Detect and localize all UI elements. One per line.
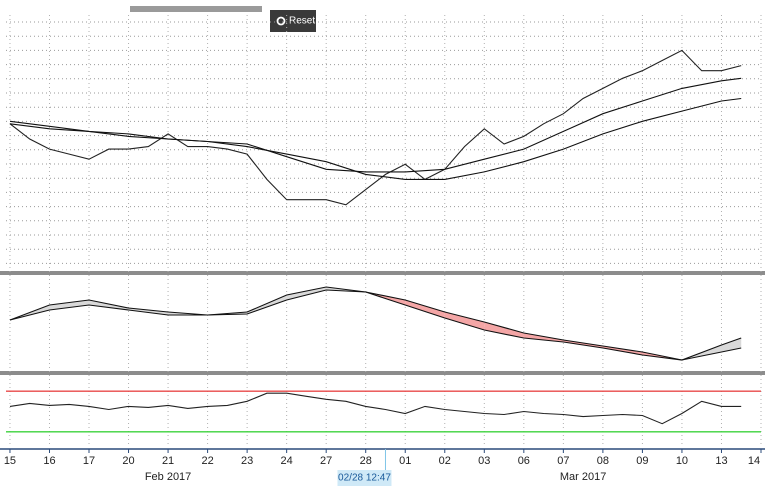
x-tick-label: 16 [43,455,55,467]
macd-fill [444,312,485,330]
x-tick-label: 09 [636,455,648,467]
x-tick-label: 08 [597,455,609,467]
x-tick-label: 22 [201,455,213,467]
data-line [9,49,742,206]
data-line [9,97,742,180]
reset-button-bg[interactable] [270,10,316,32]
macd-fill [49,300,90,310]
macd-fill [286,287,327,300]
x-tick-label: 20 [122,455,134,467]
x-tick-label: 27 [320,455,332,467]
reset-button[interactable]: Reset [270,10,316,32]
cursor-label: 02/28 12:47 [338,473,391,484]
scroll-bar[interactable] [130,6,262,12]
data-line [9,286,742,361]
x-tick-label: 10 [676,455,688,467]
data-line [9,392,742,425]
x-tick-label: 28 [360,455,372,467]
reset-icon[interactable] [276,16,286,26]
x-tick-label: 14 [748,455,760,467]
data-line [9,289,742,361]
x-tick-label: 13 [715,455,727,467]
month-label: Mar 2017 [560,471,606,483]
x-tick-label: 02 [439,455,451,467]
month-label: Feb 2017 [145,471,191,483]
x-tick-label: 07 [557,455,569,467]
x-tick-label: 06 [518,455,530,467]
x-tick-label: 17 [83,455,95,467]
data-line [9,77,742,173]
x-tick-label: 03 [478,455,490,467]
x-tick-label: 21 [162,455,174,467]
macd-fill [405,300,445,318]
x-tick-label: 01 [399,455,411,467]
cursor-label-bg [337,470,392,486]
reset-label[interactable]: Reset [289,16,315,27]
x-tick-label: 23 [241,455,253,467]
x-tick-label: 24 [281,455,293,467]
x-tick-label: 15 [4,455,16,467]
macd-fill [484,322,524,338]
